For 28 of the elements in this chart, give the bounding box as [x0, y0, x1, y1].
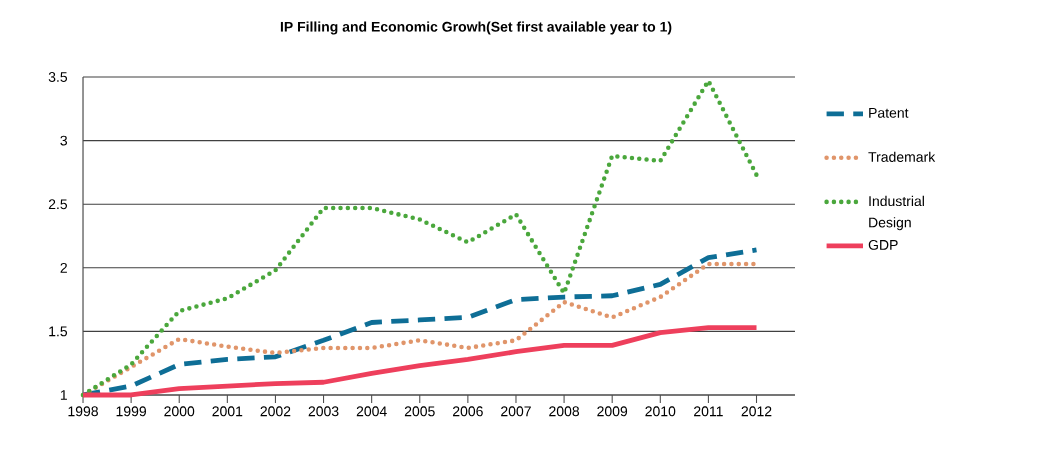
x-tick-label: 2001: [212, 406, 243, 417]
x-tick-label: 2011: [694, 406, 723, 417]
y-tick-label: 3.5: [48, 72, 68, 82]
x-tick-label: 2006: [453, 406, 483, 417]
x-tick-label: 2004: [356, 406, 387, 417]
legend-label: GDP: [868, 239, 898, 250]
y-tick-label: 3: [60, 135, 68, 146]
y-tick-label: 2.5: [48, 199, 68, 210]
line-series: [80, 325, 759, 398]
y-tick-label: 1.5: [49, 326, 68, 337]
line-series: [80, 78, 759, 398]
y-tick-label: 2: [60, 262, 67, 273]
x-tick-label: 2000: [164, 406, 195, 417]
x-tick-label: 2005: [404, 406, 435, 417]
x-tick-label: 2012: [741, 406, 772, 417]
y-tick-label: 1: [60, 390, 67, 400]
x-tick-label: 2009: [597, 406, 628, 417]
x-tick-label: 2010: [645, 406, 676, 417]
chart-title: IP Filling and Economic Growh(Set first available year to 1): [280, 21, 672, 35]
legend-label: Patent: [869, 108, 909, 118]
x-tick-label: 1999: [116, 406, 147, 417]
x-tick-label: 1998: [68, 406, 98, 417]
x-tick-label: 2002: [260, 406, 291, 417]
legend-label: Industrial Design: [869, 195, 924, 231]
x-tick-label: 2003: [308, 406, 339, 417]
x-tick-label: 2008: [549, 406, 580, 417]
x-tick-label: 2007: [501, 406, 531, 417]
legend-label: Trademark: [868, 151, 936, 162]
